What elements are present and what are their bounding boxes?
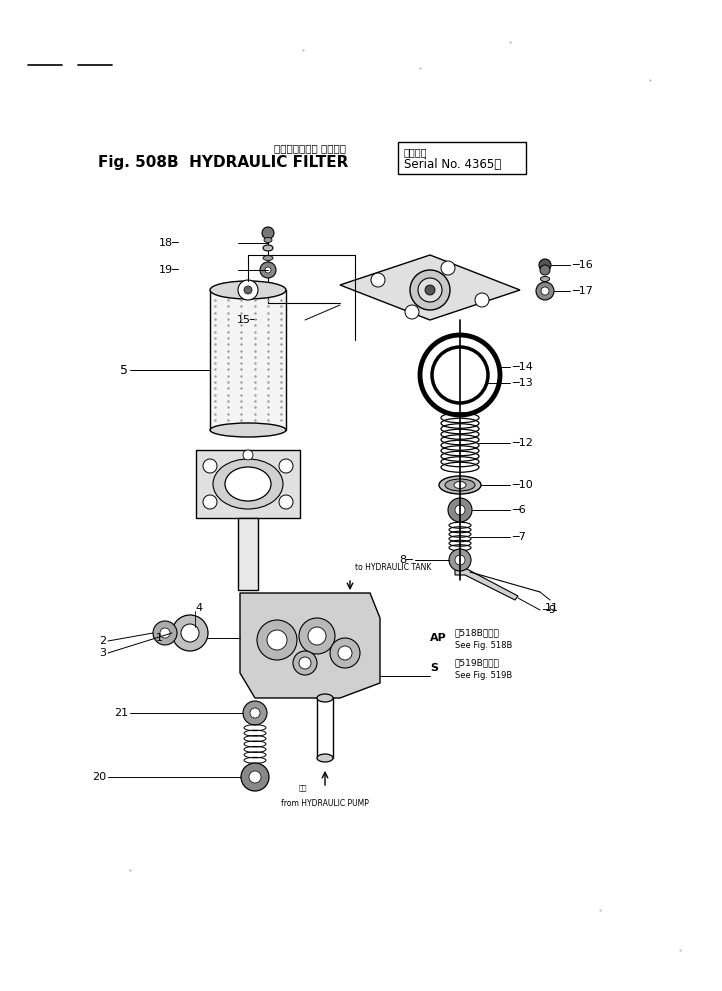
Text: 19─: 19─ bbox=[159, 265, 180, 275]
Circle shape bbox=[241, 763, 269, 791]
Circle shape bbox=[539, 259, 551, 271]
Circle shape bbox=[418, 278, 442, 302]
Ellipse shape bbox=[264, 238, 272, 243]
Text: from HYDRAULIC PUMP: from HYDRAULIC PUMP bbox=[281, 799, 369, 808]
Ellipse shape bbox=[454, 482, 466, 489]
Circle shape bbox=[153, 621, 177, 645]
Text: 20: 20 bbox=[92, 772, 106, 782]
Circle shape bbox=[541, 287, 549, 295]
Circle shape bbox=[265, 267, 271, 273]
Circle shape bbox=[172, 615, 208, 651]
Circle shape bbox=[308, 627, 326, 645]
Circle shape bbox=[293, 651, 317, 675]
Ellipse shape bbox=[263, 256, 273, 261]
Circle shape bbox=[262, 227, 274, 239]
Text: ─17: ─17 bbox=[572, 286, 593, 296]
Text: 18─: 18─ bbox=[159, 238, 180, 248]
Text: ハイドロリック フィルタ: ハイドロリック フィルタ bbox=[274, 143, 346, 153]
Circle shape bbox=[455, 505, 465, 515]
Text: 1: 1 bbox=[156, 633, 163, 643]
Ellipse shape bbox=[445, 479, 475, 491]
Circle shape bbox=[330, 638, 360, 668]
Text: Fig. 508B  HYDRAULIC FILTER: Fig. 508B HYDRAULIC FILTER bbox=[98, 156, 349, 170]
Bar bbox=[238, 518, 258, 590]
Ellipse shape bbox=[317, 694, 333, 702]
Circle shape bbox=[203, 459, 217, 473]
Circle shape bbox=[455, 555, 465, 565]
Ellipse shape bbox=[439, 476, 481, 494]
Polygon shape bbox=[340, 255, 520, 320]
Text: から: から bbox=[298, 785, 307, 791]
Circle shape bbox=[244, 286, 252, 294]
Ellipse shape bbox=[225, 467, 271, 501]
Circle shape bbox=[203, 495, 217, 509]
Circle shape bbox=[243, 701, 267, 725]
Text: 5: 5 bbox=[120, 364, 128, 377]
Text: S: S bbox=[430, 663, 438, 673]
Polygon shape bbox=[455, 568, 518, 600]
Text: Serial No. 4365～: Serial No. 4365～ bbox=[404, 158, 501, 170]
Text: See Fig. 519B: See Fig. 519B bbox=[455, 672, 512, 681]
Circle shape bbox=[250, 708, 260, 718]
Ellipse shape bbox=[210, 281, 286, 299]
Circle shape bbox=[279, 459, 293, 473]
Circle shape bbox=[249, 771, 261, 783]
Circle shape bbox=[338, 646, 352, 660]
Text: ─12: ─12 bbox=[512, 438, 533, 448]
Polygon shape bbox=[196, 450, 300, 518]
Text: ─9: ─9 bbox=[542, 605, 556, 615]
Text: See Fig. 518B: See Fig. 518B bbox=[455, 641, 513, 650]
Ellipse shape bbox=[263, 245, 273, 251]
Bar bbox=[210, 290, 286, 430]
Text: ─6: ─6 bbox=[512, 505, 526, 515]
Circle shape bbox=[540, 265, 550, 275]
Text: ─14: ─14 bbox=[512, 362, 533, 372]
Circle shape bbox=[299, 618, 335, 654]
Ellipse shape bbox=[317, 754, 333, 762]
Text: 第518B図参照: 第518B図参照 bbox=[455, 628, 500, 637]
Circle shape bbox=[405, 305, 419, 319]
Circle shape bbox=[257, 620, 297, 660]
Text: 2: 2 bbox=[99, 636, 106, 646]
Text: ─13: ─13 bbox=[512, 378, 533, 388]
Text: 4: 4 bbox=[195, 603, 202, 613]
Text: 21: 21 bbox=[114, 708, 128, 718]
Circle shape bbox=[238, 280, 258, 300]
Text: to HYDRAULIC TANK: to HYDRAULIC TANK bbox=[355, 564, 431, 573]
Circle shape bbox=[260, 262, 276, 278]
Text: 3: 3 bbox=[99, 648, 106, 658]
Text: 15─: 15─ bbox=[238, 315, 258, 325]
Text: 第519B図参照: 第519B図参照 bbox=[455, 658, 500, 668]
Ellipse shape bbox=[213, 459, 283, 509]
Circle shape bbox=[160, 628, 170, 638]
Circle shape bbox=[536, 282, 554, 300]
Circle shape bbox=[410, 270, 450, 310]
Circle shape bbox=[371, 273, 385, 287]
Text: 11: 11 bbox=[545, 603, 559, 613]
Circle shape bbox=[279, 495, 293, 509]
Text: 適用号機: 適用号機 bbox=[404, 147, 427, 157]
Text: ─10: ─10 bbox=[512, 480, 533, 490]
Circle shape bbox=[267, 630, 287, 650]
Circle shape bbox=[181, 624, 199, 642]
Ellipse shape bbox=[541, 276, 549, 281]
Polygon shape bbox=[240, 593, 380, 698]
Bar bbox=[398, 142, 526, 174]
Circle shape bbox=[475, 293, 489, 307]
Circle shape bbox=[448, 498, 472, 522]
Text: ─16: ─16 bbox=[572, 260, 593, 270]
Circle shape bbox=[449, 549, 471, 571]
Ellipse shape bbox=[210, 423, 286, 437]
Text: 8─: 8─ bbox=[399, 555, 413, 565]
Circle shape bbox=[299, 657, 311, 669]
Text: AP: AP bbox=[430, 633, 447, 643]
Circle shape bbox=[425, 285, 435, 295]
Text: ─7: ─7 bbox=[512, 532, 526, 542]
Circle shape bbox=[441, 261, 455, 275]
Circle shape bbox=[243, 450, 253, 460]
